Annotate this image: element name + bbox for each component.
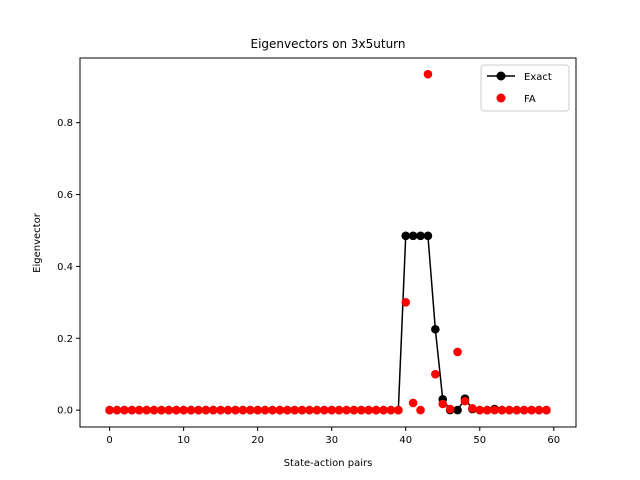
- data-point-fa: [386, 405, 396, 415]
- data-point-fa: [105, 405, 114, 415]
- x-tick-label: 0: [106, 435, 112, 446]
- x-tick-label: 60: [547, 435, 560, 446]
- data-point-fa: [260, 405, 270, 415]
- data-point-fa: [327, 405, 337, 415]
- data-point-exact: [408, 231, 418, 241]
- data-point-fa: [186, 405, 196, 415]
- data-point-fa: [179, 405, 188, 415]
- data-point-fa: [157, 405, 166, 415]
- data-point-fa: [534, 405, 544, 415]
- data-point-fa: [423, 69, 433, 79]
- data-point-fa: [371, 405, 381, 415]
- data-point-fa: [497, 405, 507, 415]
- legend: Exact FA: [480, 64, 570, 112]
- x-tick-label: 10: [177, 435, 190, 446]
- data-point-fa: [208, 405, 218, 415]
- legend-exact-marker: [496, 71, 506, 81]
- y-axis-ticks: 0.0 0.2 0.4 0.6 0.8: [57, 118, 80, 417]
- x-axis-ticks: 0 10 20 30 40 50 60: [106, 427, 560, 446]
- data-point-fa: [120, 405, 129, 415]
- chart-title: Eigenvectors on 3x5uturn: [250, 37, 405, 51]
- data-point-fa: [320, 405, 329, 415]
- data-point-fa: [305, 405, 314, 415]
- data-point-exact: [401, 231, 411, 241]
- data-point-exact: [423, 231, 433, 241]
- data-point-fa: [349, 405, 359, 415]
- data-point-fa: [112, 405, 122, 415]
- data-point-fa: [527, 405, 536, 415]
- data-point-fa: [357, 405, 366, 415]
- data-point-fa: [505, 405, 514, 415]
- series-layer: [105, 69, 551, 415]
- data-point-fa: [342, 405, 351, 415]
- data-point-fa: [231, 405, 240, 415]
- data-point-fa: [379, 405, 388, 415]
- data-point-exact: [453, 405, 462, 415]
- data-point-fa: [223, 405, 233, 415]
- data-point-fa: [201, 405, 211, 415]
- data-point-fa: [238, 405, 248, 415]
- data-point-fa: [127, 405, 137, 415]
- data-point-fa: [416, 405, 425, 415]
- x-tick-label: 30: [325, 435, 338, 446]
- x-tick-label: 20: [251, 435, 264, 446]
- data-point-fa: [431, 369, 440, 379]
- data-point-fa: [542, 405, 551, 415]
- legend-fa-label: FA: [524, 94, 536, 105]
- data-point-fa: [512, 405, 522, 415]
- y-axis-label: Eigenvector: [32, 212, 43, 273]
- data-point-fa: [245, 405, 255, 415]
- x-axis-label: State-action pairs: [284, 458, 373, 469]
- data-point-fa: [334, 405, 344, 415]
- series-fa: [105, 69, 551, 415]
- y-tick-label: 0.8: [57, 118, 73, 129]
- data-point-fa: [312, 405, 322, 415]
- y-tick-label: 0.4: [57, 262, 73, 273]
- legend-fa-marker: [496, 93, 506, 103]
- x-tick-label: 50: [473, 435, 486, 446]
- data-point-fa: [268, 405, 277, 415]
- data-point-fa: [149, 405, 159, 415]
- data-point-fa: [490, 405, 499, 415]
- data-point-fa: [282, 405, 292, 415]
- data-point-fa: [297, 405, 307, 415]
- data-point-fa: [142, 405, 151, 415]
- data-point-fa: [275, 405, 285, 415]
- plot-area: [79, 57, 577, 428]
- data-point-fa: [401, 298, 411, 307]
- data-point-exact: [431, 324, 440, 334]
- y-tick-label: 0.0: [57, 406, 73, 417]
- data-point-fa: [134, 405, 144, 415]
- data-point-fa: [364, 405, 374, 415]
- data-point-fa: [164, 405, 174, 415]
- data-point-fa: [216, 405, 225, 415]
- data-point-fa: [445, 404, 455, 414]
- data-point-fa: [171, 405, 181, 415]
- y-tick-label: 0.6: [57, 190, 73, 201]
- data-point-fa: [194, 405, 203, 415]
- data-point-fa: [482, 405, 492, 415]
- data-point-fa: [394, 405, 403, 415]
- data-point-fa: [453, 347, 462, 357]
- data-point-fa: [468, 404, 477, 413]
- data-point-fa: [460, 396, 470, 406]
- data-point-fa: [438, 399, 448, 409]
- data-point-fa: [253, 405, 262, 415]
- x-tick-label: 40: [399, 435, 412, 446]
- data-point-exact: [416, 231, 425, 241]
- data-point-fa: [290, 405, 299, 415]
- data-point-fa: [408, 398, 418, 408]
- data-point-fa: [519, 405, 529, 415]
- data-point-fa: [475, 405, 485, 415]
- y-tick-label: 0.2: [57, 334, 73, 345]
- legend-exact-label: Exact: [524, 72, 552, 83]
